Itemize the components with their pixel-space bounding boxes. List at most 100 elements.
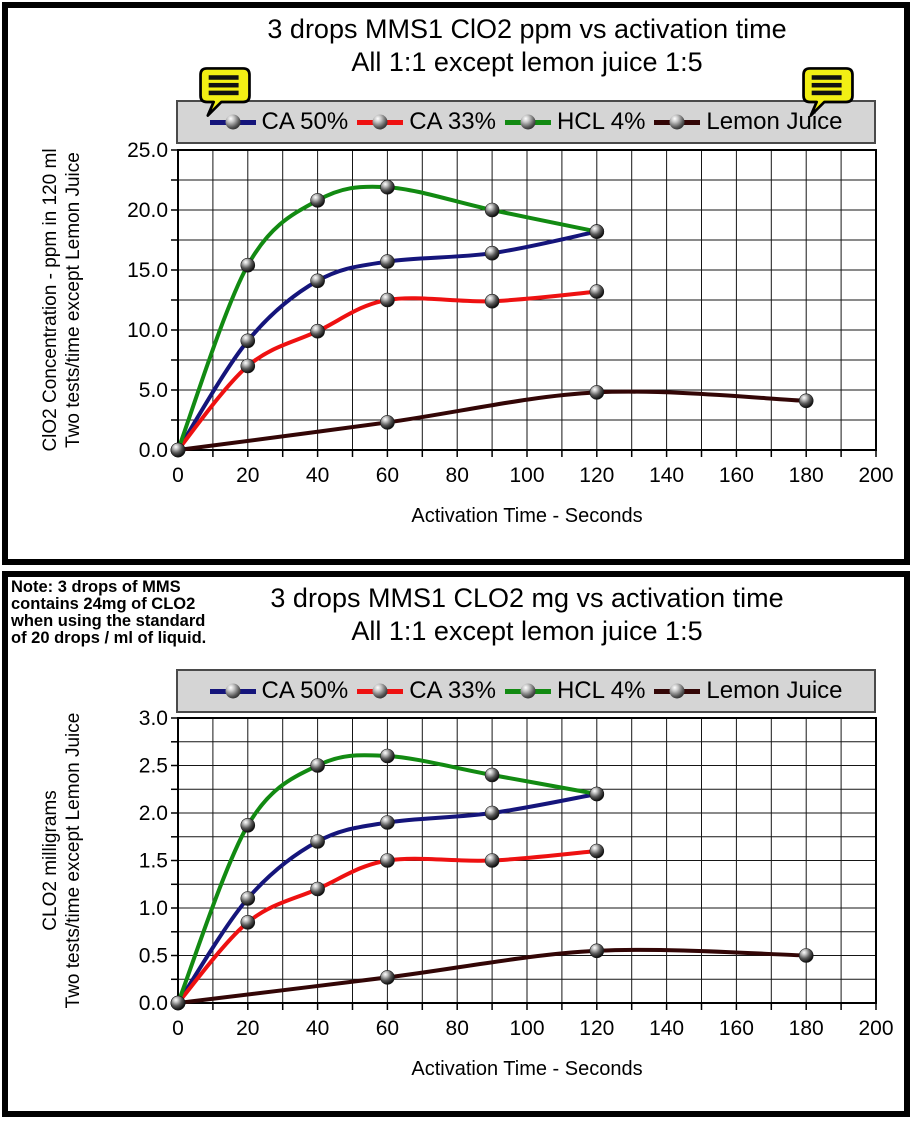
- chart-panel-mg: Note: 3 drops of MMS contains 24mg of CL…: [2, 571, 910, 1117]
- y-tick-label: 0.0: [139, 439, 168, 462]
- chart-subtitle-ppm: All 1:1 except lemon juice 1:5: [351, 47, 703, 77]
- data-point-marker: [380, 254, 395, 269]
- x-tick-label: 180: [789, 1017, 824, 1040]
- legend-marker-hcl-4-: [504, 683, 551, 699]
- axis-ticks: [171, 149, 877, 457]
- data-point-marker: [380, 853, 395, 868]
- series-line-hcl-4-: [176, 184, 599, 452]
- y-tick-label: 2.5: [139, 755, 168, 778]
- x-tick-label: 60: [376, 464, 399, 487]
- x-tick-label: 200: [858, 1017, 893, 1040]
- x-tick-label: 60: [376, 1017, 399, 1040]
- legend-ball-icon: [669, 683, 685, 699]
- x-tick-label: 20: [236, 464, 259, 487]
- legend-label: CA 33%: [409, 677, 496, 704]
- series-line-ca-33-: [176, 289, 599, 452]
- grid: [177, 717, 877, 1004]
- y-tick-label: 3.0: [139, 707, 168, 730]
- y-axis-title-line: Two tests/time except Lemon Juice: [63, 713, 84, 1009]
- data-point-marker: [484, 853, 500, 868]
- data-point-marker: [484, 805, 500, 821]
- x-tick-label: 200: [858, 464, 893, 487]
- data-point-marker: [240, 891, 256, 906]
- legend-ball-icon: [669, 114, 685, 130]
- x-tick-label: 40: [306, 464, 329, 487]
- mg-line-chart: 0 20 40 60 80 100 120 140 160 180 200 0.0 0.5 1.0 1.5 2…: [40, 707, 894, 1080]
- chart-title-ppm: 3 drops MMS1 ClO2 ppm vs activation time: [267, 14, 787, 44]
- x-tick-label: 20: [236, 1017, 259, 1040]
- data-point-marker: [170, 995, 186, 1011]
- legend-marker-hcl-4-: [504, 114, 551, 130]
- y-tick-label: 2.0: [139, 802, 168, 825]
- legend-item-lemon-juice: Lemon Juice: [654, 677, 843, 705]
- legend-item-ca-33-: CA 33%: [357, 677, 496, 705]
- legend-label: HCL 4%: [556, 108, 646, 135]
- note-annotation: Note: 3 drops of MMS contains 24mg of CL…: [11, 579, 243, 647]
- y-axis-title-line: Two tests/time except Lemon Juice: [63, 152, 84, 448]
- axis-ticks: [171, 717, 877, 1010]
- note-line: of 20 drops / ml of liquid.: [11, 629, 207, 647]
- data-point-marker: [589, 843, 605, 859]
- y-tick-label: 10.0: [127, 319, 168, 342]
- series-line-lemon-juice: [176, 947, 809, 1005]
- note-line: Note: 3 drops of MMS: [11, 578, 181, 596]
- x-tick-label: 0: [172, 464, 184, 487]
- data-point-marker: [589, 224, 605, 239]
- data-point-marker: [589, 786, 605, 802]
- note-line: contains 24mg of CLO2: [11, 595, 196, 613]
- y-tick-label: 1.5: [139, 850, 168, 873]
- comment-callout-icon[interactable]: [799, 64, 857, 120]
- y-tick-label: 15.0: [127, 259, 168, 282]
- series-line-ca-50-: [176, 792, 599, 1005]
- x-tick-label: 120: [579, 1017, 614, 1040]
- data-point-marker: [380, 179, 395, 195]
- series-line-lemon-juice: [176, 389, 809, 452]
- legend-item-ca-50-: CA 50%: [209, 677, 348, 705]
- y-tick-label: 0.5: [139, 945, 168, 968]
- series-line-ca-33-: [176, 849, 599, 1005]
- data-markers: [170, 179, 814, 458]
- data-point-marker: [310, 323, 325, 339]
- comment-bubble-icon: [199, 67, 251, 117]
- legend-item-ca-33-: CA 33%: [357, 108, 496, 136]
- legend-item-hcl-4-: HCL 4%: [504, 677, 646, 705]
- data-point-marker: [380, 970, 395, 985]
- x-axis-title: Activation Time - Seconds: [411, 505, 642, 527]
- comment-callout-icon[interactable]: [196, 64, 254, 120]
- legend-marker-ca-33-: [357, 114, 404, 130]
- legend: CA 50% CA 33% HCL 4% Lemon Juice: [176, 100, 876, 144]
- x-tick-label: 0: [172, 1017, 184, 1040]
- data-point-marker: [310, 881, 325, 897]
- x-axis-title: Activation Time - Seconds: [411, 1058, 642, 1080]
- x-tick-label: 160: [719, 464, 754, 487]
- chart-subtitle-mg: All 1:1 except lemon juice 1:5: [351, 616, 703, 646]
- x-tick-label: 180: [789, 464, 824, 487]
- y-tick-label: 25.0: [127, 139, 168, 162]
- legend-label: Lemon Juice: [706, 677, 843, 704]
- y-tick-label: 5.0: [139, 379, 168, 402]
- data-point-marker: [170, 442, 186, 458]
- legend-label: HCL 4%: [556, 677, 646, 704]
- y-axis-title-line: CLO2 milligrams: [40, 790, 61, 930]
- legend: CA 50% CA 33% HCL 4% Lemon Juice: [176, 669, 876, 713]
- x-tick-label: 40: [306, 1017, 329, 1040]
- data-point-marker: [380, 415, 395, 430]
- series-line-ca-50-: [176, 229, 599, 452]
- data-point-marker: [380, 815, 395, 830]
- data-point-marker: [310, 758, 325, 773]
- x-tick-label: 80: [446, 464, 469, 487]
- chart-panel-ppm: 3 drops MMS1 ClO2 ppm vs activation time…: [2, 2, 910, 565]
- x-tick-label: 160: [719, 1017, 754, 1040]
- y-tick-label: 1.0: [139, 897, 168, 920]
- data-point-marker: [380, 292, 395, 308]
- legend-label: Lemon Juice: [706, 108, 843, 135]
- data-point-marker: [589, 943, 605, 959]
- data-point-marker: [310, 834, 325, 849]
- x-tick-label: 120: [579, 464, 614, 487]
- legend-item-ca-50-: CA 50%: [209, 108, 348, 136]
- legend-ball-icon: [372, 114, 388, 130]
- data-point-marker: [798, 393, 814, 409]
- legend-ball-icon: [520, 683, 536, 699]
- legend-marker-ca-50-: [209, 114, 256, 130]
- data-point-marker: [484, 245, 500, 261]
